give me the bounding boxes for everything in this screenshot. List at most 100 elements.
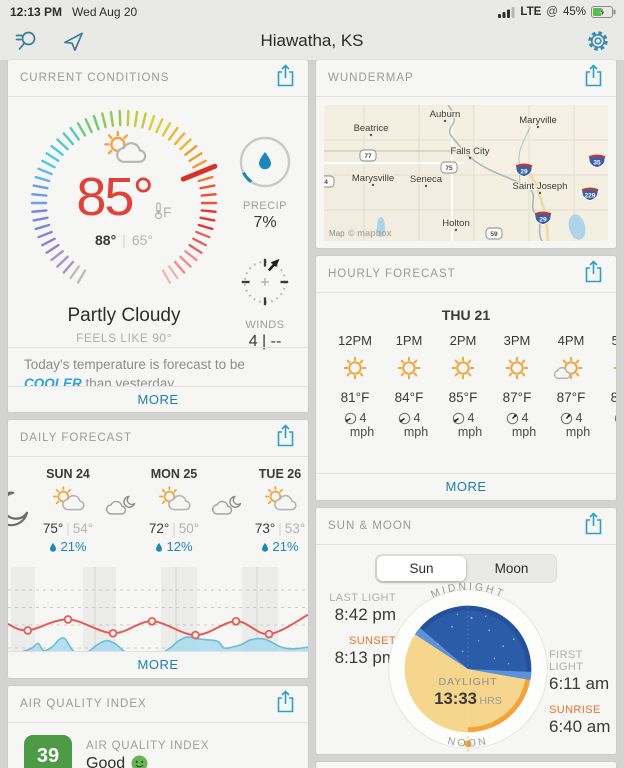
current-conditions-card: CURRENT CONDITIONS 85° bbox=[8, 60, 308, 412]
hourly-forecast-hour[interactable]: 4PM 87°F 4 mph bbox=[544, 333, 598, 439]
data-indicator-icon: @ bbox=[546, 6, 558, 18]
daily-forecast-day[interactable]: SUN 24 75° | 54° 21% bbox=[32, 467, 104, 554]
card-title-wundermap: WUNDERMAP bbox=[328, 72, 414, 84]
wunder-map[interactable]: Beatrice Auburn Maryville Falls City Marysvi… bbox=[317, 104, 608, 242]
sunrise-label: SUNRISE bbox=[549, 704, 601, 716]
hour-wind-unit: mph bbox=[511, 425, 537, 439]
hourly-forecast-hour[interactable]: 3PM 87°F 4 mph bbox=[490, 333, 544, 439]
sunny-icon bbox=[328, 352, 382, 388]
settings-gear-icon[interactable] bbox=[586, 29, 610, 53]
hourly-day-header: THU 21 bbox=[441, 307, 491, 323]
top-bar: 12:13 PM Wed Aug 20 LTE @ 45% bbox=[0, 0, 624, 60]
temperature-gauge-ticks bbox=[30, 109, 218, 284]
status-battery-percent: 45% bbox=[562, 6, 586, 18]
wind-compass-icon bbox=[241, 258, 289, 306]
mapbox-attribution[interactable]: © mapbox bbox=[348, 228, 392, 238]
us-route-shield-icon: 77 bbox=[359, 149, 377, 162]
hour-wind: 4 bbox=[382, 411, 436, 425]
svg-text:NOON: NOON bbox=[446, 735, 489, 750]
daily-forecast-day[interactable]: TUE 26 73° | 53° 21% bbox=[244, 467, 308, 554]
battery-charging-icon bbox=[591, 6, 616, 18]
first-light-label: FIRST LIGHT bbox=[549, 649, 584, 673]
share-icon[interactable] bbox=[583, 512, 604, 540]
hour-time: 1PM bbox=[395, 333, 423, 348]
search-icon[interactable] bbox=[14, 28, 40, 54]
raindrop-icon bbox=[259, 152, 271, 170]
location-arrow-icon[interactable] bbox=[62, 30, 85, 53]
wind-direction-icon bbox=[614, 412, 616, 424]
daily-forecast-day[interactable]: MON 25 72° | 50° 12% bbox=[138, 467, 210, 554]
partly-cloudy-icon bbox=[138, 485, 210, 519]
temp-unit: F bbox=[163, 204, 172, 220]
conditions-rail: PRECIP 7% WINDS 4 | bbox=[226, 133, 304, 351]
hour-time: 2PM bbox=[449, 333, 477, 348]
last-light-value: 8:42 pm bbox=[334, 605, 396, 624]
moon-icon bbox=[8, 489, 32, 534]
feels-like-text: FEELS LIKE 90° bbox=[76, 331, 172, 345]
sunset-value: 8:13 pm bbox=[334, 648, 396, 667]
interstate-shield-icon: 29 bbox=[515, 163, 533, 177]
card-title-air-quality: AIR QUALITY INDEX bbox=[20, 698, 147, 710]
sun-dial: MIDNIGHT NOON DAYLIGHT 13:33 HRS bbox=[388, 581, 548, 752]
hourly-forecast-hour[interactable]: 12PM 81°F 4 mph bbox=[328, 333, 382, 439]
condition-text: Partly Cloudy bbox=[67, 305, 181, 326]
hour-wind: 4 bbox=[598, 411, 616, 425]
hour-time: 12PM bbox=[338, 333, 372, 348]
noon-label: NOON bbox=[446, 735, 486, 750]
wind-direction-icon bbox=[560, 412, 572, 424]
hour-wind: 4 bbox=[436, 411, 490, 425]
air-quality-card: AIR QUALITY INDEX 39 AIR QUALITY INDEX G… bbox=[8, 686, 308, 768]
daily-forecast-row[interactable]: SUN 24 75° | 54° 21% MON 25 72° | 50° 12% TUE 26 73… bbox=[8, 457, 308, 567]
card-title-hourly-forecast: HOURLY FORECAST bbox=[328, 268, 456, 280]
share-icon[interactable] bbox=[275, 690, 296, 718]
winds-label: WINDS bbox=[245, 319, 285, 331]
hour-wind: 4 bbox=[328, 411, 382, 425]
precip-label: PRECIP bbox=[243, 200, 287, 212]
share-icon[interactable] bbox=[583, 64, 604, 92]
daylight-value: 13:33 HRS bbox=[434, 689, 502, 708]
tab-moon[interactable]: Moon bbox=[494, 561, 529, 576]
share-icon[interactable] bbox=[275, 424, 296, 452]
hourly-forecast-hour[interactable]: 1PM 84°F 4 mph bbox=[382, 333, 436, 439]
status-network: LTE bbox=[520, 6, 542, 18]
daylight-label: DAYLIGHT bbox=[438, 676, 497, 688]
hourly-forecast-hour[interactable]: 2PM 85°F 4 mph bbox=[436, 333, 490, 439]
sunny-icon bbox=[598, 352, 616, 388]
partly-cloudy-icon bbox=[20, 129, 228, 174]
current-temp: 85° bbox=[76, 167, 154, 227]
stars bbox=[437, 613, 515, 665]
svg-text:29: 29 bbox=[539, 217, 547, 224]
wind-direction-icon bbox=[398, 412, 410, 424]
sunset-label: SUNSET bbox=[348, 635, 396, 647]
map-city-label: Maryville bbox=[519, 115, 556, 126]
svg-text:29: 29 bbox=[520, 169, 528, 176]
hour-temp: 84°F bbox=[394, 390, 424, 405]
hourly-forecast-row[interactable]: 12PM 81°F 4 mph 1PM 84°F 4 mph 2PM 85°F 4 mph 3PM 87°… bbox=[316, 333, 616, 439]
hourly-forecast-more-button[interactable]: MORE bbox=[316, 473, 616, 500]
wind-direction-icon bbox=[344, 412, 356, 424]
daily-forecast-more-button[interactable]: MORE bbox=[8, 651, 308, 678]
interstate-shield-icon: 35 bbox=[588, 154, 606, 168]
hour-temp: 81°F bbox=[340, 390, 370, 405]
hour-wind-unit: mph bbox=[403, 425, 429, 439]
map-city-label: Beatrice bbox=[354, 123, 389, 134]
share-icon[interactable] bbox=[583, 260, 604, 288]
current-conditions-more-button[interactable]: MORE bbox=[8, 386, 308, 412]
day-name: SUN 24 bbox=[46, 467, 90, 481]
noon-sun-icon bbox=[460, 736, 476, 752]
hour-wind-unit: mph bbox=[565, 425, 591, 439]
high-low: 88° | 65° bbox=[95, 232, 153, 248]
day-high-low: 73° | 53° bbox=[254, 521, 306, 536]
partly-cloudy-icon bbox=[32, 485, 104, 519]
next-card-sliver bbox=[316, 762, 616, 768]
mostly-sunny-icon bbox=[544, 352, 598, 388]
temperature-gauge: 85° F 88° | 65° bbox=[20, 99, 228, 307]
wundermap-card: WUNDERMAP Beatrice Auburn Maryville Falls C… bbox=[316, 60, 616, 248]
tab-sun[interactable]: Sun bbox=[377, 556, 466, 581]
hour-wind-unit: mph bbox=[598, 425, 616, 439]
share-icon[interactable] bbox=[275, 64, 296, 92]
air-quality-row[interactable]: 39 AIR QUALITY INDEX Good bbox=[8, 723, 308, 768]
us-route-shield-icon: 59 bbox=[485, 227, 503, 240]
card-title-current-conditions: CURRENT CONDITIONS bbox=[20, 72, 170, 84]
